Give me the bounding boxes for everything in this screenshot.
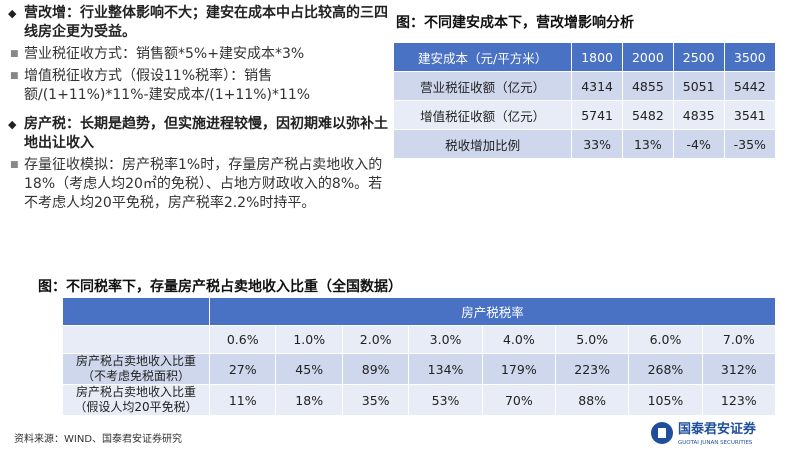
table: 房产税税率 0.6% 1.0% 2.0% 3.0% 4.0% 5.0% 6.0% 7.0% 房产税… [62,297,777,416]
bullet: 房产税：长期是趋势，但实施进程较慢，因初期难以弥补土地出让收入 [8,115,390,153]
cell: 89% [341,353,410,385]
cell [62,325,210,354]
sub-bullet: 存量征收模拟：房产税率1%时，存量房产税占卖地收入的18%（考虑人均20㎡的免税… [8,156,390,213]
header-cell: 建安成本（元/平方米） [392,42,573,72]
cell: 268% [628,353,703,385]
brand: 国泰君安证券 [678,421,757,437]
bullet: 营改增：行业整体影响不大；建安在成本中占比较高的三四线房企更为受益。 [8,4,390,42]
rate-cell: 1.0% [275,325,343,354]
header-cell: 2500 [672,42,725,72]
rate-cell: 4.0% [481,325,557,354]
table-title: 图：不同建安成本下，营改增影响分析 [396,15,634,31]
row: 0.6% 1.0% 2.0% 3.0% 4.0% 5.0% 6.0% 7.0% [62,325,777,354]
rate-cell: 5.0% [554,325,630,354]
cell: -4% [672,129,725,159]
cell: -35% [723,129,777,159]
table-title: 图：不同税率下，存量房产税占卖地收入比重（全国数据） [38,279,402,295]
cell: 5442 [723,71,777,101]
header-cell: 3500 [723,42,777,72]
cell: 5482 [622,100,674,130]
bullets: 营改增：行业整体影响不大；建安在成本中占比较高的三四线房企更为受益。营业税征收方… [8,4,390,213]
cell: 税收增加比例 [392,129,573,159]
rate-cell: 2.0% [341,325,410,354]
cell: 房产税占卖地收入比重（假设人均20平免税） [62,384,210,416]
cell: 134% [408,353,483,385]
cell: 房产税占卖地收入比重（不考虑免税面积） [62,353,210,385]
row: 建安成本（元/平方米） 1800 2000 2500 3500 [392,42,777,72]
cell: 70% [481,384,557,416]
row: 房产税占卖地收入比重（不考虑免税面积） 27% 45% 89% 134% 179% 223%… [62,353,777,385]
cell: 88% [554,384,630,416]
cell: 312% [701,353,777,385]
cell: 223% [554,353,630,385]
cell: 33% [571,129,623,159]
cell: 53% [408,384,483,416]
cell: 13% [622,129,674,159]
rate-cell: 3.0% [408,325,483,354]
cell: 4855 [622,71,674,101]
cell: 35% [341,384,410,416]
cell: 27% [208,353,277,385]
cell: 5051 [672,71,725,101]
row: 增值税征收额（亿元） 5741 5482 4835 3541 [392,100,777,130]
table: 建安成本（元/平方米） 1800 2000 2500 3500 营业税征收额（亿元） 431… [392,42,777,159]
sub-bullet: 营业税征收方式：销售额*5%+建安成本*3% [8,45,390,64]
cell: 3541 [723,100,777,130]
cell: 18% [275,384,343,416]
cell: 11% [208,384,277,416]
cell: 5741 [571,100,623,130]
header-cell: 房产税税率 [209,297,776,326]
row: 房产税占卖地收入比重（假设人均20平免税） 11% 18% 35% 53% 70% 88% 1… [62,384,777,416]
sub-bullet: 增值税征收方式（假设11%税率）：销售额/(1+11%)*11%-建安成本/(1… [8,67,390,105]
cell: 4835 [672,100,725,130]
source: 资料来源：WIND、国泰君安证券研究 [14,434,183,445]
row: 税收增加比例 33% 13% -4% -35% [392,129,777,159]
rate-cell: 0.6% [208,325,277,354]
cell: 179% [481,353,557,385]
cell: 营业税征收额（亿元） [392,71,573,101]
logo: 国泰君安证券 GUOTAI JUNAN SECURITIES [651,421,757,446]
cell: 45% [275,353,343,385]
brand-en: GUOTAI JUNAN SECURITIES [678,440,753,446]
header-cell: 1800 [571,42,623,72]
cell: 4314 [571,71,623,101]
header-cell: 2000 [622,42,674,72]
row: 房产税税率 [62,297,776,326]
rate-cell: 7.0% [701,325,777,354]
header-cell [62,297,210,326]
cell: 123% [701,384,777,416]
row: 营业税征收额（亿元） 4314 4855 5051 5442 [392,71,777,101]
cell: 增值税征收额（亿元） [392,100,573,130]
cell: 105% [628,384,703,416]
rate-cell: 6.0% [628,325,703,354]
